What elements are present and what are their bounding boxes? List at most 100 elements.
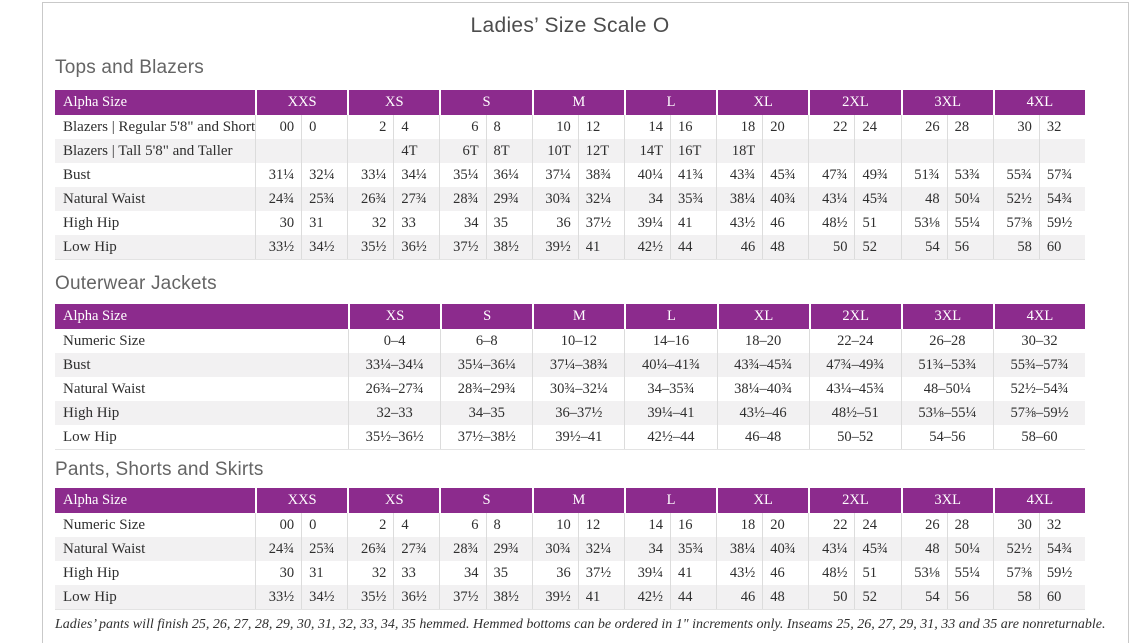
size-cell: [762, 139, 808, 163]
size-cell: 46: [716, 235, 762, 259]
size-header-XXS: XXS: [255, 90, 348, 115]
size-cell: 46–48: [716, 425, 809, 449]
size-cell: 52½: [992, 187, 1039, 211]
size-cell: 43¼–45¾: [808, 377, 901, 401]
size-cell: 58: [992, 585, 1039, 609]
size-cell: 39½: [531, 235, 578, 259]
size-cell: 51: [854, 211, 900, 235]
size-header-3XL: 3XL: [900, 304, 993, 329]
size-header-2XL: 2XL: [808, 90, 901, 115]
size-cell: 55¾–57¾: [992, 353, 1085, 377]
size-cell: 28¾–29¾: [440, 377, 532, 401]
size-cell: 35¼–36¼: [440, 353, 532, 377]
size-cell: 33¼–34¼: [348, 353, 440, 377]
size-cell: 6T: [439, 139, 485, 163]
size-cell: 26: [900, 513, 947, 537]
size-cell: 35¾: [669, 187, 716, 211]
size-cell: 41: [669, 211, 716, 235]
size-cell: 32: [347, 561, 393, 585]
size-cell: [347, 139, 393, 163]
size-cell: [301, 139, 347, 163]
size-cell: 39½: [531, 585, 578, 609]
alpha-size-header-label: Alpha Size: [55, 488, 255, 513]
size-cell: 46: [716, 585, 762, 609]
size-cell: 53⅛: [900, 211, 947, 235]
size-cell: 49¾: [854, 163, 900, 187]
row-label: Natural Waist: [63, 191, 146, 207]
table-row: Natural Waist 26¾–27¾ 28¾–29¾ 30¾–32¼ 34–35¾…: [55, 377, 1085, 401]
size-cell: [992, 139, 1039, 163]
size-cell: 8: [485, 513, 532, 537]
size-cell: 45¾: [854, 187, 900, 211]
size-header-XL: XL: [716, 90, 809, 115]
size-cell: 43¼: [808, 187, 854, 211]
size-cell: 8T: [485, 139, 532, 163]
size-cell: 33: [393, 211, 439, 235]
size-cell: 51¾: [900, 163, 947, 187]
size-cell: 34: [623, 537, 670, 561]
size-cell: 59½: [1038, 211, 1085, 235]
size-cell: 22: [808, 513, 854, 537]
size-cell: 48½: [808, 211, 854, 235]
size-cell: 60: [1038, 235, 1085, 259]
size-cell: [854, 139, 900, 163]
size-cell: 24: [854, 513, 900, 537]
size-header-4XL: 4XL: [992, 304, 1085, 329]
size-cell: 48: [900, 537, 947, 561]
size-header-S: S: [440, 304, 533, 329]
row-label: Bust: [63, 357, 91, 373]
row-label: Natural Waist: [63, 381, 146, 397]
size-cell: 39¼–41: [624, 401, 716, 425]
size-cell: 25¾: [301, 187, 347, 211]
size-cell: 34: [439, 211, 485, 235]
size-cell: 14T: [623, 139, 670, 163]
size-cell: 31: [301, 211, 347, 235]
row-label: Numeric Size: [63, 517, 146, 533]
size-cell: 41¾: [669, 163, 716, 187]
size-cell: 51: [854, 561, 900, 585]
size-header-M: M: [531, 90, 624, 115]
size-cell: [255, 139, 301, 163]
size-cell: 30¾: [531, 537, 578, 561]
size-cell: 10–12: [532, 329, 624, 353]
size-cell: 16: [669, 513, 716, 537]
size-cell: 14: [623, 115, 670, 139]
table-row: Low Hip 33½ 34½ 35½ 36½ 37½ 38½ 39½ 41 42½ 44 46 48 5…: [55, 585, 1085, 609]
size-cell: 52½: [992, 537, 1039, 561]
section-pants-shorts-skirts: Pants, Shorts and Skirts Alpha Size XXS XS S…: [55, 459, 1085, 610]
size-cell: 24¾: [255, 537, 301, 561]
size-header-S: S: [439, 90, 532, 115]
size-cell: 29¾: [485, 537, 532, 561]
size-cell: 29¾: [485, 187, 532, 211]
header-row: Alpha Size XXS XS S M L XL 2XL 3XL 4XL: [55, 90, 1085, 115]
size-cell: 48–50¼: [900, 377, 993, 401]
size-cell: 12: [577, 513, 624, 537]
size-cell: 26¾: [347, 187, 393, 211]
size-cell: 43½: [716, 211, 762, 235]
size-cell: 32: [1038, 115, 1085, 139]
table-row: High Hip 32–33 34–35 36–37½ 39¼–41 43½–46 48½–…: [55, 401, 1085, 425]
size-cell: [808, 139, 854, 163]
size-cell: 32: [1038, 513, 1085, 537]
page-title: Ladies’ Size Scale O: [470, 14, 670, 37]
table-row: Bust 33¼–34¼ 35¼–36¼ 37¼–38¾ 40¼–41¾ 43¾–45¾ 4…: [55, 353, 1085, 377]
size-cell: 40¼–41¾: [624, 353, 716, 377]
size-cell: 34½: [301, 585, 347, 609]
size-cell: 0: [301, 513, 347, 537]
row-label: Natural Waist: [63, 541, 146, 557]
table-row: Natural Waist 24¾ 25¾ 26¾ 27¾ 28¾ 29¾ 30¾ 32¼ 34 3…: [55, 537, 1085, 561]
size-cell: 28: [946, 115, 993, 139]
size-header-S: S: [439, 488, 532, 513]
size-header-4XL: 4XL: [992, 90, 1085, 115]
size-cell: 32¼: [577, 187, 624, 211]
size-header-XS: XS: [347, 90, 440, 115]
size-cell: 35½: [347, 235, 393, 259]
table-row: Natural Waist 24¾ 25¾ 26¾ 27¾ 28¾ 29¾ 30¾ 32¼ 34 3…: [55, 187, 1085, 211]
size-cell: 47¾: [808, 163, 854, 187]
row-label: High Hip: [63, 215, 120, 231]
size-cell: 50¼: [946, 537, 993, 561]
size-header-XS: XS: [347, 488, 440, 513]
size-cell: 6–8: [440, 329, 532, 353]
size-cell: 37¼–38¾: [532, 353, 624, 377]
section-outerwear-jackets: Outerwear Jackets Alpha Size XS S M L XL 2XL 3XL…: [55, 273, 1085, 450]
